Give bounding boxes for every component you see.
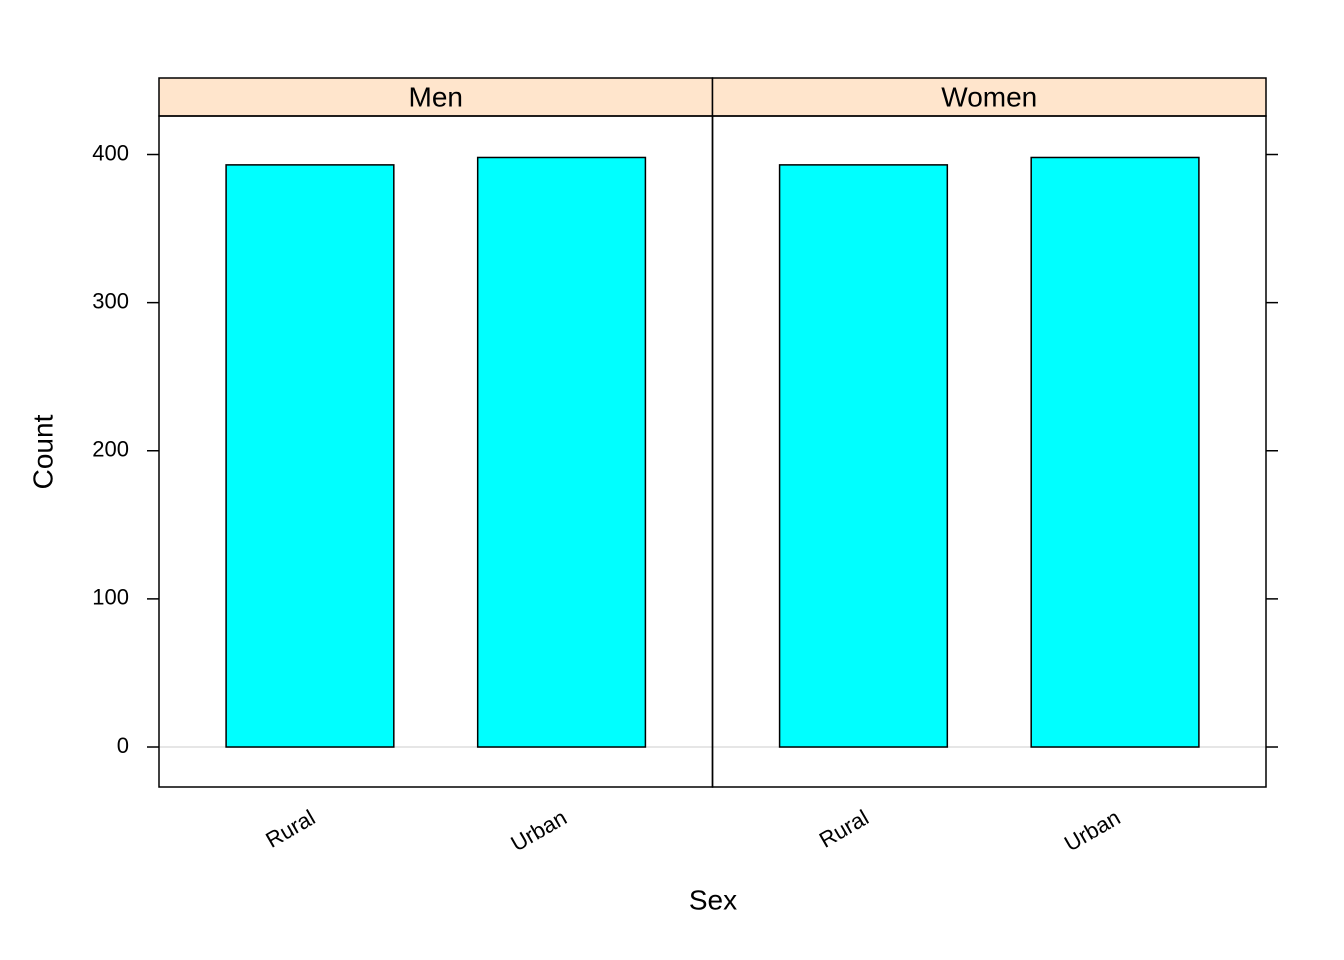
x-tick-label: Urban: [507, 805, 571, 857]
y-tick-label: 0: [117, 733, 129, 758]
strip: [711, 77, 1267, 117]
bar: [476, 156, 647, 748]
x-axis-label: Sex: [689, 884, 737, 915]
y-axis-label: Count: [27, 414, 58, 489]
bar: [1030, 156, 1200, 748]
y-tick-label: 100: [92, 585, 129, 610]
bar: [225, 164, 395, 748]
y-tick-label: 300: [92, 288, 129, 313]
strip-label: Women: [941, 81, 1037, 112]
x-tick-label: Rural: [815, 805, 873, 853]
x-tick-label: Urban: [1060, 805, 1124, 857]
y-tick-label: 200: [92, 437, 129, 462]
strip: [158, 77, 714, 117]
strip-label: Men: [409, 81, 463, 112]
y-tick-label: 400: [92, 140, 129, 165]
panel-border: [711, 115, 1267, 788]
x-tick-label: Rural: [261, 805, 319, 853]
bar: [778, 164, 949, 748]
